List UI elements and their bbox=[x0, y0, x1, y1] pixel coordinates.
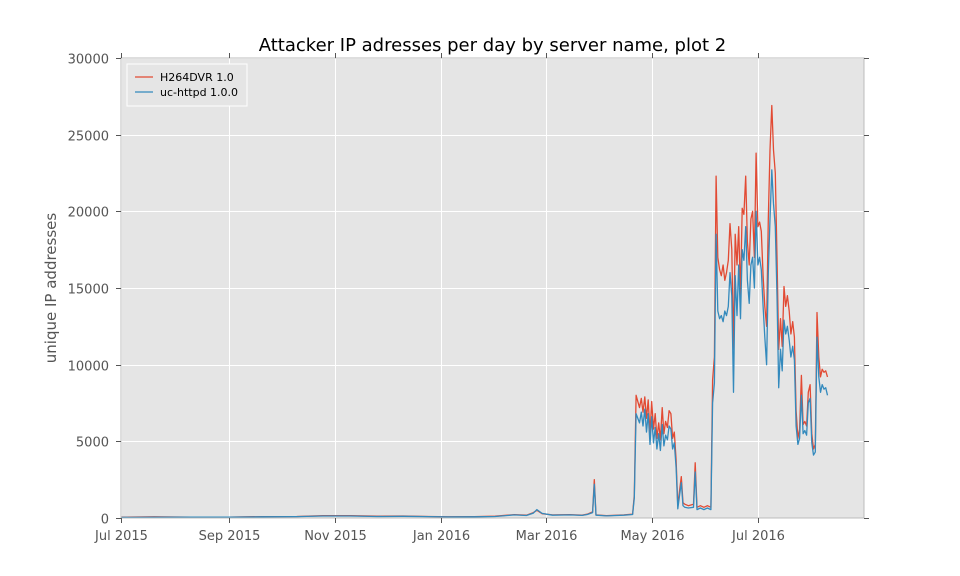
x-axis: Jul 2015 Sep 2015 Nov 2015 Jan 2016 Mar 2016… bbox=[94, 53, 785, 544]
y-tick-label: 15000 bbox=[68, 283, 109, 298]
legend-item: uc-httpd 1.0.0 bbox=[135, 86, 238, 99]
legend-label: H264DVR 1.0 bbox=[160, 71, 234, 84]
y-axis: 0 5000 10000 15000 20000 25000 30000 bbox=[68, 53, 869, 528]
y-tick-label: 5000 bbox=[76, 436, 109, 451]
x-tick-label: Mar 2016 bbox=[516, 529, 578, 544]
y-axis-label: unique IP addresses bbox=[42, 213, 60, 364]
x-tick-label: Jan 2016 bbox=[412, 529, 470, 544]
y-tick-label: 20000 bbox=[68, 206, 109, 221]
y-tick-label: 30000 bbox=[68, 53, 109, 68]
series-line-1 bbox=[120, 169, 829, 519]
legend-items: H264DVR 1.0 uc-httpd 1.0.0 bbox=[135, 71, 238, 99]
legend-label: uc-httpd 1.0.0 bbox=[160, 86, 238, 99]
x-tick-label: Jul 2015 bbox=[94, 529, 148, 544]
x-tick-label: Sep 2015 bbox=[199, 529, 261, 544]
y-tick-label: 25000 bbox=[68, 130, 109, 145]
series-lines bbox=[120, 104, 829, 519]
y-tick-label: 0 bbox=[101, 513, 109, 528]
legend-item: H264DVR 1.0 bbox=[135, 71, 234, 84]
chart-title: Attacker IP adresses per day by server n… bbox=[259, 35, 726, 56]
x-tick-label: May 2016 bbox=[620, 529, 684, 544]
legend-box bbox=[126, 63, 248, 107]
x-tick-label: Jul 2016 bbox=[731, 529, 785, 544]
legend: H264DVR 1.0 uc-httpd 1.0.0 bbox=[126, 63, 248, 107]
y-tick-label: 10000 bbox=[68, 360, 109, 375]
x-tick-label: Nov 2015 bbox=[304, 529, 367, 544]
